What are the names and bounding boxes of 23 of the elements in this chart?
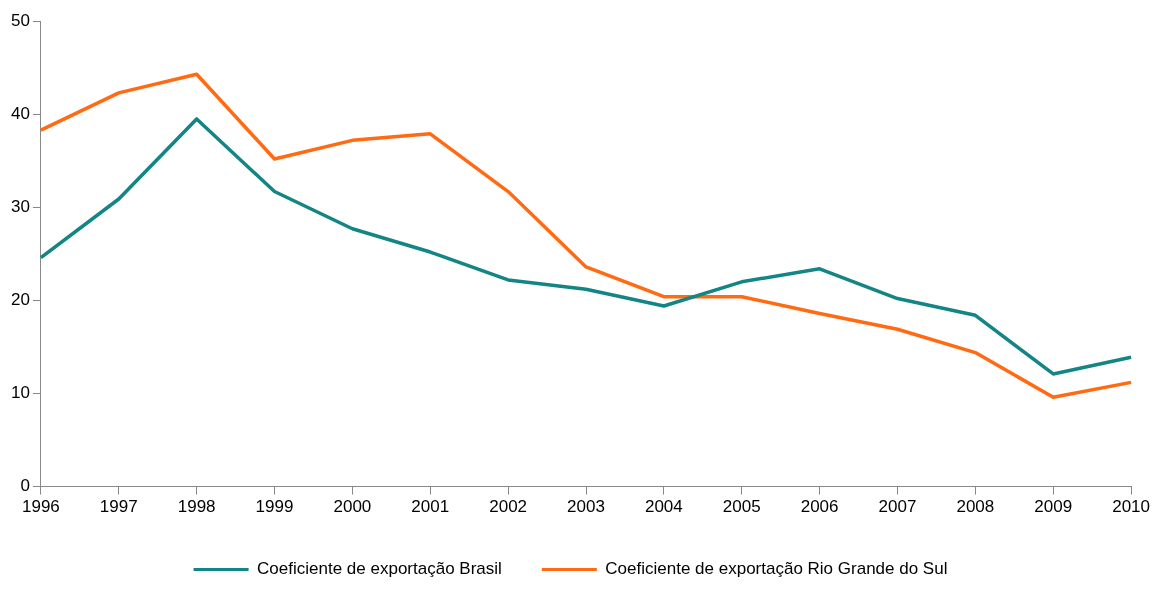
- x-tick-label: 2006: [800, 497, 839, 517]
- x-tick-label: 1998: [177, 497, 216, 517]
- y-tick-label: 40: [10, 103, 30, 123]
- x-tick-label: 2005: [722, 497, 761, 517]
- x-tick-label: 2007: [878, 497, 917, 517]
- x-tick-label: 2003: [567, 497, 605, 517]
- y-tick-label: 0: [20, 476, 30, 496]
- y-tick-label: 30: [10, 197, 30, 217]
- x-tick-label: 1997: [99, 497, 138, 517]
- x-tick-label: 2010: [1112, 497, 1150, 517]
- x-tick-label: 2000: [333, 497, 372, 517]
- x-tick-label: 1999: [255, 497, 294, 517]
- y-tick-label: 50: [10, 10, 30, 30]
- x-tick-label: 2004: [644, 497, 683, 517]
- x-tick-label: 2009: [1034, 497, 1073, 517]
- legend-label: Coeficiente de exportação Rio Grande do Sul: [605, 559, 948, 579]
- y-tick-label: 10: [10, 383, 30, 403]
- legend-label: Coeficiente de exportação Brasil: [257, 559, 502, 579]
- x-tick-label: 2001: [411, 497, 450, 517]
- y-tick-label: 20: [10, 290, 30, 310]
- x-tick-label: 1996: [22, 497, 60, 517]
- x-tick-label: 2002: [489, 497, 528, 517]
- x-tick-label: 2008: [956, 497, 995, 517]
